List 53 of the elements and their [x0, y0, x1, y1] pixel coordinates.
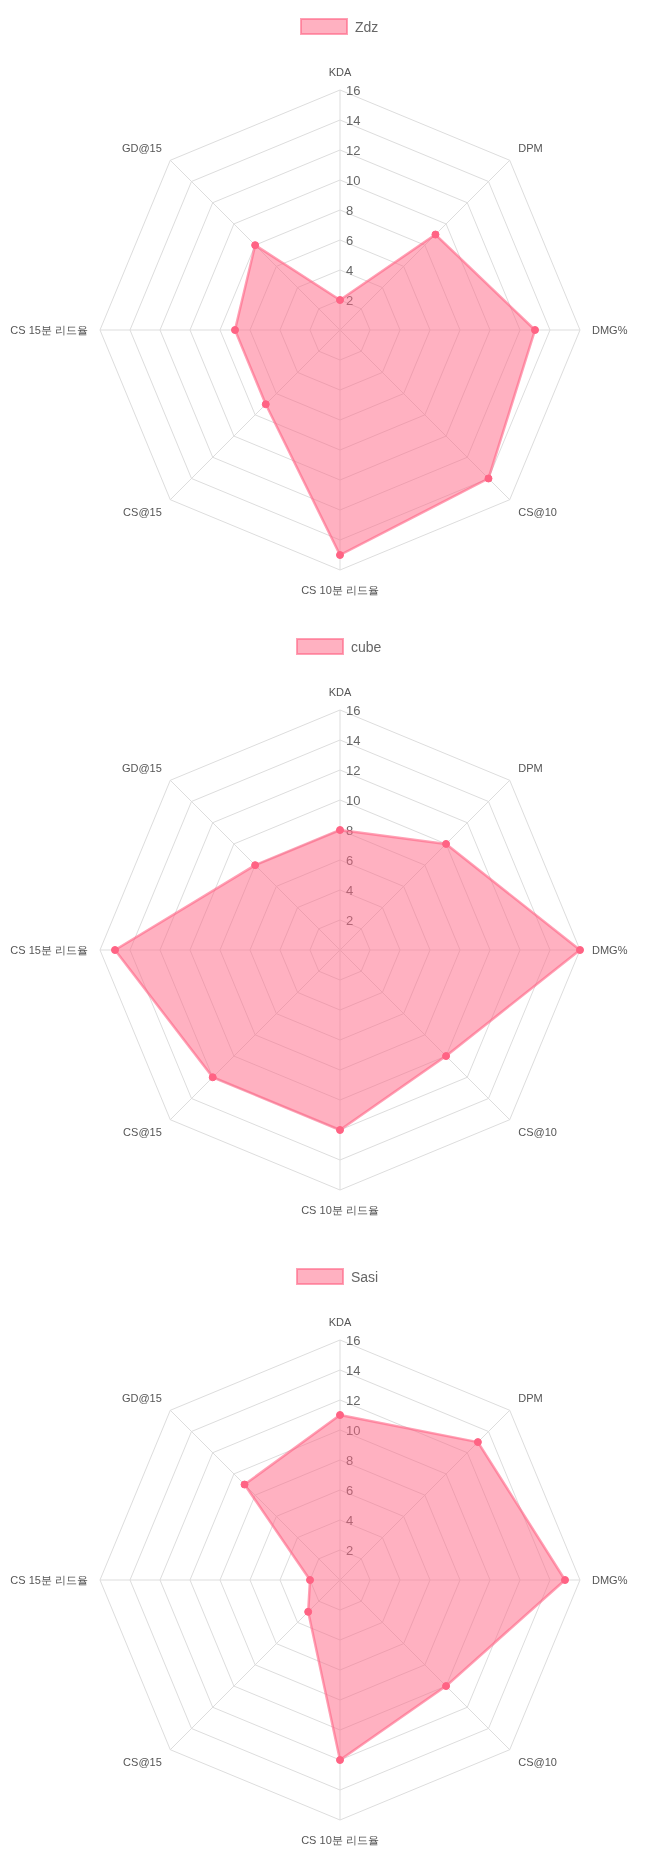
y-tick-label: 8	[346, 203, 354, 218]
spoke-label: KDA	[328, 66, 352, 78]
y-tick-label: 12	[346, 143, 361, 158]
spoke-label: GD@15	[121, 1391, 162, 1404]
y-tick-label: 8	[346, 1453, 354, 1468]
spoke-label: CS 10분 리드율	[301, 1204, 379, 1216]
spoke-label: DMG%	[592, 944, 628, 956]
spoke-label: DMG%	[592, 1574, 628, 1586]
spoke-label: KDA	[328, 686, 352, 698]
spoke-label: DPM	[518, 141, 543, 154]
y-tick-label: 6	[346, 1483, 354, 1498]
legend-label: Zdz	[355, 19, 379, 35]
y-tick-label: 14	[346, 1363, 361, 1378]
y-tick-label: 10	[346, 173, 361, 188]
spoke-label: CS 10분 리드율	[301, 1834, 379, 1846]
y-tick-label: 2	[346, 913, 354, 928]
y-tick-label: 10	[346, 1423, 361, 1438]
spoke-label: GD@15	[121, 141, 162, 154]
y-tick-label: 4	[346, 883, 354, 898]
spoke-label: DMG%	[592, 324, 628, 336]
legend: Sasi	[296, 1268, 379, 1285]
y-tick-label: 16	[346, 83, 361, 98]
legend-label: Sasi	[351, 1269, 379, 1285]
legend-label: cube	[351, 639, 382, 655]
y-tick-label: 12	[346, 1393, 361, 1408]
spoke-label: CS 15분 리드율	[10, 324, 88, 336]
y-tick-label: 2	[346, 1543, 354, 1558]
spoke-label: KDA	[328, 1316, 352, 1328]
y-tick-label: 16	[346, 1333, 361, 1348]
y-tick-label: 12	[346, 763, 361, 778]
spoke-label: CS@10	[518, 506, 557, 519]
spoke-label: GD@15	[121, 761, 162, 774]
y-tick-label: 14	[346, 113, 361, 128]
spoke-label: CS 10분 리드율	[301, 584, 379, 596]
legend: cube	[296, 638, 382, 655]
y-tick-label: 10	[346, 793, 361, 808]
spoke-label: CS 15분 리드율	[10, 1574, 88, 1586]
spoke-label: DPM	[518, 761, 543, 774]
spoke-label: CS@15	[123, 1756, 162, 1769]
y-tick-label: 6	[346, 853, 354, 868]
y-tick-label: 4	[346, 263, 354, 278]
y-tick-label: 4	[346, 1513, 354, 1528]
legend: Zdz	[300, 18, 379, 35]
y-tick-label: 14	[346, 733, 361, 748]
spoke-label: DPM	[518, 1391, 543, 1404]
y-tick-label: 6	[346, 233, 354, 248]
spoke-label: CS 15분 리드율	[10, 944, 88, 956]
spoke-label: CS@10	[518, 1756, 557, 1769]
y-tick-label: 2	[346, 293, 354, 308]
spoke-label: CS@10	[518, 1126, 557, 1139]
y-tick-label: 16	[346, 703, 361, 718]
spoke-label: CS@15	[123, 1126, 162, 1139]
spoke-label: CS@15	[123, 506, 162, 519]
